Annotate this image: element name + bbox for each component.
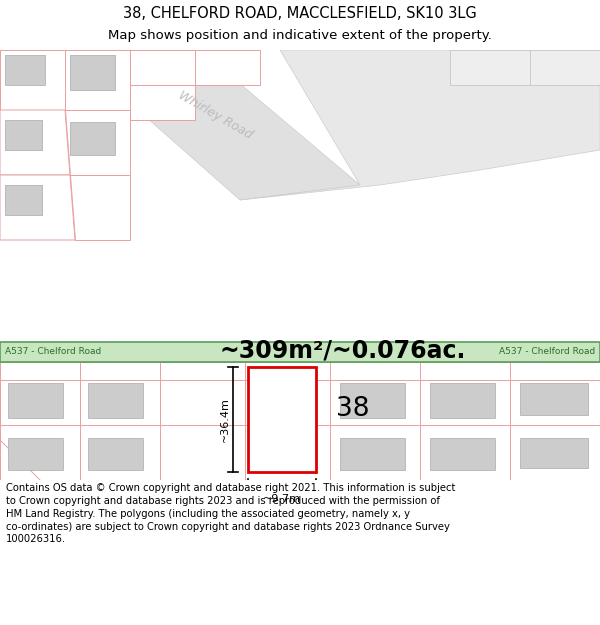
Bar [8, 383, 63, 418]
Text: 38, CHELFORD ROAD, MACCLESFIELD, SK10 3LG: 38, CHELFORD ROAD, MACCLESFIELD, SK10 3L… [123, 6, 477, 21]
Bar [248, 367, 316, 472]
Polygon shape [240, 50, 600, 200]
Bar [0, 342, 600, 362]
Bar [8, 438, 63, 470]
Text: Map shows position and indicative extent of the property.: Map shows position and indicative extent… [108, 29, 492, 42]
Bar [88, 383, 143, 418]
Text: ~9.7m: ~9.7m [263, 494, 301, 504]
Polygon shape [70, 50, 360, 200]
Text: ~309m²/~0.076ac.: ~309m²/~0.076ac. [220, 338, 466, 362]
Polygon shape [5, 120, 42, 150]
Polygon shape [5, 55, 45, 85]
Text: ~36.4m: ~36.4m [220, 397, 230, 442]
Polygon shape [70, 175, 130, 240]
Bar [340, 438, 405, 470]
Text: A537 - Chelford Road: A537 - Chelford Road [5, 348, 101, 356]
Bar [520, 438, 588, 468]
Polygon shape [5, 185, 42, 215]
Bar [88, 438, 143, 470]
Polygon shape [195, 50, 260, 85]
Polygon shape [65, 110, 130, 175]
Bar [340, 383, 405, 418]
Polygon shape [530, 50, 600, 85]
Polygon shape [70, 122, 115, 155]
Bar [430, 383, 495, 418]
Polygon shape [65, 50, 130, 110]
Text: Whirley Road: Whirley Road [176, 89, 254, 141]
Text: 38: 38 [336, 396, 370, 422]
Text: A537 - Chelford Road: A537 - Chelford Road [499, 348, 595, 356]
Polygon shape [130, 50, 195, 85]
Polygon shape [0, 110, 70, 175]
Polygon shape [70, 55, 115, 90]
Polygon shape [450, 50, 530, 85]
Polygon shape [0, 50, 65, 110]
Bar [430, 438, 495, 470]
Polygon shape [130, 85, 195, 120]
Bar [520, 383, 588, 415]
Text: Contains OS data © Crown copyright and database right 2021. This information is : Contains OS data © Crown copyright and d… [6, 483, 455, 544]
Polygon shape [0, 175, 75, 240]
